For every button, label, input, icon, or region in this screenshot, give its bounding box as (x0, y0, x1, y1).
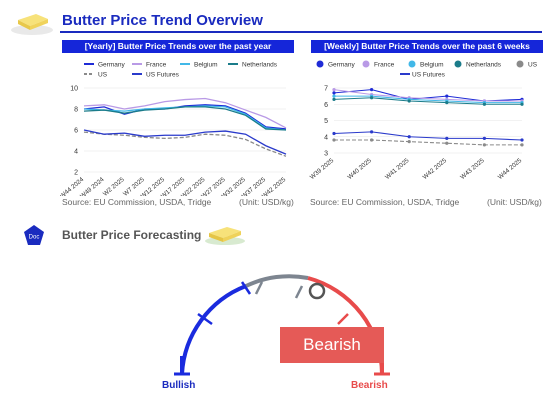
gauge-tick (197, 312, 213, 326)
yearly-chart-title: [Yearly] Butter Price Trends over the pa… (62, 40, 294, 53)
gauge-tick (294, 285, 304, 299)
legend-marker (362, 60, 370, 68)
series-line-germany (83, 104, 287, 130)
gauge-neutral-arc (245, 274, 309, 288)
data-point (482, 143, 486, 147)
weekly-unit: (Unit: USD/kg) (487, 197, 542, 207)
data-point (407, 99, 411, 103)
x-tick-label: W41 2025 (384, 157, 411, 181)
y-tick-label: 10 (70, 86, 78, 93)
butter-logo-icon (10, 8, 54, 36)
data-point (370, 96, 374, 100)
data-point (332, 131, 336, 136)
weekly-source: Source: EU Commission, USDA, Tridge (310, 197, 460, 207)
legend-label: France (374, 61, 395, 68)
data-point (520, 138, 524, 142)
legend-marker (408, 60, 416, 68)
y-tick-label: 8 (74, 107, 78, 114)
data-point (520, 143, 524, 147)
gauge-indicator (308, 282, 326, 300)
y-tick-label: 3 (324, 151, 328, 158)
legend-label: US (528, 61, 538, 68)
data-point (370, 130, 374, 134)
series-line-us-futures (83, 129, 287, 155)
series-line-germany (333, 89, 523, 102)
legend-label: US Futures (412, 71, 446, 78)
legend-label: Belgium (194, 61, 217, 68)
yearly-legend: Germany France Belgium Netherlands US US Futu… (84, 59, 304, 81)
gauge-bullish-arc (180, 284, 247, 375)
series-line-us (334, 139, 522, 146)
y-tick-label: 7 (324, 86, 328, 93)
forecast-verdict: Bearish (280, 327, 384, 363)
y-tick-label: 4 (74, 149, 78, 156)
x-tick-label: W43 2025 (459, 157, 486, 181)
x-tick-label: W44 2025 (497, 157, 524, 181)
weekly-chart-title: [Weekly] Butter Price Trends over the pa… (311, 40, 543, 53)
legend-label: US (98, 71, 108, 78)
data-point (332, 94, 336, 98)
y-tick-label: 2 (74, 170, 78, 177)
data-point (332, 97, 336, 101)
gauge-bullish-label: Bullish (162, 380, 196, 391)
data-point (370, 138, 374, 142)
legend-marker (516, 60, 524, 68)
legend-marker (454, 60, 462, 68)
butter-icon (203, 222, 249, 246)
gauge-tick (337, 313, 349, 325)
data-point (482, 102, 486, 106)
legend-label: Belgium (420, 61, 443, 68)
legend-label: US Futures (146, 71, 180, 78)
data-point (407, 140, 411, 144)
gauge-bearish-label: Bearish (351, 380, 388, 391)
legend-label: Netherlands (466, 61, 502, 68)
gauge-tick (254, 281, 264, 295)
series-line-france (83, 97, 287, 129)
data-point (445, 136, 449, 140)
y-tick-label: 5 (324, 118, 328, 125)
weekly-legend-svg: Germany France Belgium Netherlands US US Futu… (316, 60, 538, 78)
data-point (482, 136, 486, 140)
title-divider (60, 31, 542, 33)
series-line-netherlands (333, 97, 522, 105)
data-point (332, 88, 336, 92)
yearly-source: Source: EU Commission, USDA, Tridge (62, 197, 212, 207)
yearly-unit: (Unit: USD/kg) (239, 197, 294, 207)
legend-label: France (146, 61, 167, 68)
series-line-belgium (83, 105, 287, 131)
gauge-tick (240, 281, 252, 295)
y-tick-label: 6 (74, 128, 78, 135)
data-point (370, 88, 374, 92)
x-tick-label: W42 2025 (422, 157, 449, 181)
data-point (445, 141, 449, 145)
data-point (445, 94, 449, 98)
forecast-title: Butter Price Forecasting (62, 228, 202, 242)
data-point (332, 138, 336, 142)
weekly-chart: 3 4 5 6 7 W39 2025 W40 2025 W41 2025 W42 2025 W43… (309, 86, 524, 181)
y-tick-label: 6 (324, 102, 328, 109)
doc-badge-label: Doc (29, 235, 40, 241)
series-line-netherlands (83, 106, 287, 131)
page-title: Butter Price Trend Overview (62, 12, 263, 29)
series-line-us-futures (333, 131, 523, 141)
legend-label: Netherlands (242, 61, 278, 68)
data-point (445, 101, 449, 105)
series-line-france (333, 89, 522, 102)
legend-marker (316, 60, 324, 68)
sentiment-gauge (174, 274, 390, 376)
x-tick-label: W39 2025 (309, 157, 336, 181)
legend-label: Germany (98, 61, 125, 68)
data-point (520, 102, 524, 106)
yearly-legend-svg: Germany France Belgium Netherlands US US Futu… (84, 61, 278, 78)
series-line-us (83, 131, 287, 157)
doc-badge-icon: Doc (23, 224, 45, 246)
x-tick-label: W40 2025 (346, 157, 373, 181)
data-point (332, 91, 336, 95)
weekly-legend: Germany France Belgium Netherlands US US Futu… (316, 59, 546, 81)
series-line-belgium (334, 95, 522, 104)
legend-label: Germany (328, 61, 355, 68)
y-tick-label: 4 (324, 134, 328, 141)
data-point (407, 135, 411, 139)
